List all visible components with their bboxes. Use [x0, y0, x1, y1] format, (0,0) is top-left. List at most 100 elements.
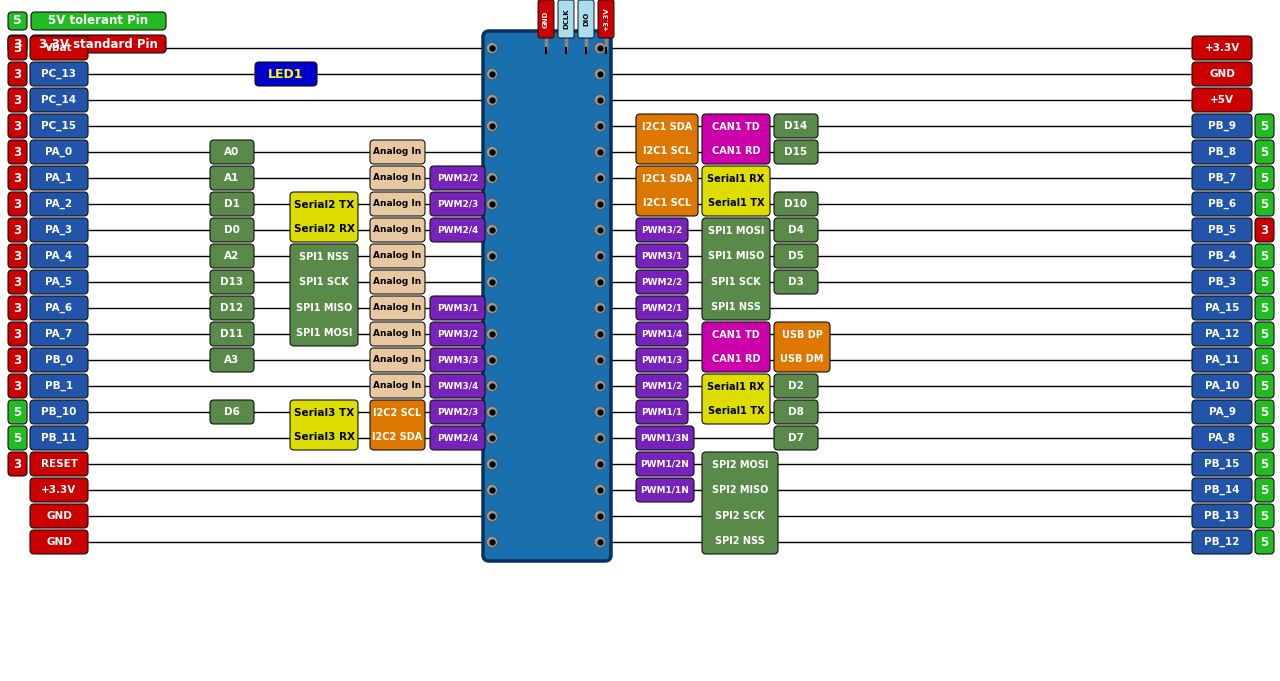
- Text: Analog In: Analog In: [374, 330, 421, 338]
- Text: D8: D8: [788, 407, 804, 417]
- Text: 3: 3: [13, 249, 22, 262]
- FancyBboxPatch shape: [1192, 504, 1252, 528]
- Text: D4: D4: [788, 225, 804, 235]
- Text: 3: 3: [13, 276, 22, 289]
- Text: 3: 3: [13, 353, 22, 366]
- Text: PB_9: PB_9: [1208, 121, 1236, 131]
- Text: 5: 5: [1261, 509, 1268, 522]
- Text: I2C2 SDA: I2C2 SDA: [372, 432, 422, 443]
- FancyBboxPatch shape: [210, 166, 253, 190]
- FancyBboxPatch shape: [370, 166, 425, 190]
- FancyBboxPatch shape: [1254, 452, 1274, 476]
- Circle shape: [486, 432, 498, 443]
- FancyBboxPatch shape: [1254, 114, 1274, 138]
- Text: PB_4: PB_4: [1208, 251, 1236, 261]
- Text: SPI1 MISO: SPI1 MISO: [296, 303, 352, 313]
- FancyBboxPatch shape: [29, 166, 88, 190]
- Text: PB_3: PB_3: [1208, 277, 1236, 287]
- Text: I2C2 SCL: I2C2 SCL: [374, 407, 421, 417]
- Text: D1: D1: [224, 199, 239, 209]
- Circle shape: [486, 225, 498, 236]
- FancyBboxPatch shape: [636, 400, 689, 424]
- Text: PB_13: PB_13: [1204, 511, 1240, 521]
- FancyBboxPatch shape: [1192, 192, 1252, 216]
- Text: D5: D5: [788, 251, 804, 261]
- FancyBboxPatch shape: [370, 322, 425, 346]
- FancyBboxPatch shape: [1192, 114, 1252, 138]
- Text: SPI1 NSS: SPI1 NSS: [712, 302, 760, 313]
- FancyBboxPatch shape: [291, 192, 358, 242]
- FancyBboxPatch shape: [1192, 36, 1252, 60]
- Text: 5: 5: [13, 14, 22, 27]
- Text: A1: A1: [224, 173, 239, 183]
- Text: 5: 5: [1261, 197, 1268, 210]
- FancyBboxPatch shape: [8, 218, 27, 242]
- Text: +5V: +5V: [1210, 95, 1234, 105]
- FancyBboxPatch shape: [8, 114, 27, 138]
- FancyBboxPatch shape: [29, 322, 88, 346]
- Text: PWM3/3: PWM3/3: [436, 355, 479, 364]
- Circle shape: [486, 251, 498, 262]
- Text: D3: D3: [788, 277, 804, 287]
- FancyBboxPatch shape: [701, 452, 778, 554]
- Text: 5: 5: [1261, 276, 1268, 289]
- FancyBboxPatch shape: [1192, 218, 1252, 242]
- Text: PWM1/1N: PWM1/1N: [640, 486, 690, 494]
- FancyBboxPatch shape: [1192, 140, 1252, 164]
- Circle shape: [486, 328, 498, 340]
- Circle shape: [594, 276, 605, 287]
- Text: PWM2/4: PWM2/4: [436, 434, 479, 443]
- Text: D15: D15: [785, 147, 808, 157]
- FancyBboxPatch shape: [210, 348, 253, 372]
- Circle shape: [486, 172, 498, 183]
- FancyBboxPatch shape: [210, 270, 253, 294]
- FancyBboxPatch shape: [29, 374, 88, 398]
- Circle shape: [486, 484, 498, 496]
- FancyBboxPatch shape: [370, 348, 425, 372]
- FancyBboxPatch shape: [636, 426, 694, 450]
- FancyBboxPatch shape: [430, 296, 485, 320]
- FancyBboxPatch shape: [29, 114, 88, 138]
- FancyBboxPatch shape: [8, 166, 27, 190]
- FancyBboxPatch shape: [8, 322, 27, 346]
- FancyBboxPatch shape: [430, 192, 485, 216]
- FancyBboxPatch shape: [1192, 270, 1252, 294]
- Text: SPI2 SCK: SPI2 SCK: [716, 511, 765, 521]
- FancyBboxPatch shape: [31, 12, 166, 30]
- Text: PB_10: PB_10: [41, 407, 77, 417]
- FancyBboxPatch shape: [558, 0, 573, 38]
- FancyBboxPatch shape: [1192, 62, 1252, 86]
- Text: I2C1 SCL: I2C1 SCL: [643, 146, 691, 157]
- Circle shape: [594, 172, 605, 183]
- Circle shape: [486, 198, 498, 210]
- Text: 5: 5: [1261, 146, 1268, 159]
- Text: PWM2/3: PWM2/3: [436, 200, 479, 208]
- Circle shape: [486, 42, 498, 54]
- FancyBboxPatch shape: [370, 140, 425, 164]
- Text: 5: 5: [1261, 458, 1268, 471]
- FancyBboxPatch shape: [210, 192, 253, 216]
- Text: PWM2/2: PWM2/2: [641, 277, 682, 287]
- Text: SPI2 MISO: SPI2 MISO: [712, 486, 768, 495]
- FancyBboxPatch shape: [29, 36, 88, 60]
- FancyBboxPatch shape: [29, 140, 88, 164]
- Text: LED1: LED1: [269, 67, 303, 80]
- Text: Serial3 TX: Serial3 TX: [294, 407, 355, 417]
- FancyBboxPatch shape: [774, 270, 818, 294]
- Circle shape: [594, 328, 605, 340]
- Text: GND: GND: [46, 537, 72, 547]
- FancyBboxPatch shape: [636, 348, 689, 372]
- FancyBboxPatch shape: [210, 140, 253, 164]
- FancyBboxPatch shape: [483, 31, 611, 561]
- FancyBboxPatch shape: [29, 504, 88, 528]
- FancyBboxPatch shape: [1254, 504, 1274, 528]
- Text: 3: 3: [13, 223, 22, 236]
- Text: 3: 3: [1261, 223, 1268, 236]
- Text: 3: 3: [13, 42, 22, 54]
- Circle shape: [594, 484, 605, 496]
- Circle shape: [486, 121, 498, 131]
- FancyBboxPatch shape: [636, 270, 689, 294]
- FancyBboxPatch shape: [1192, 348, 1252, 372]
- Text: PB_5: PB_5: [1208, 225, 1236, 235]
- Text: PWM2/2: PWM2/2: [436, 174, 479, 183]
